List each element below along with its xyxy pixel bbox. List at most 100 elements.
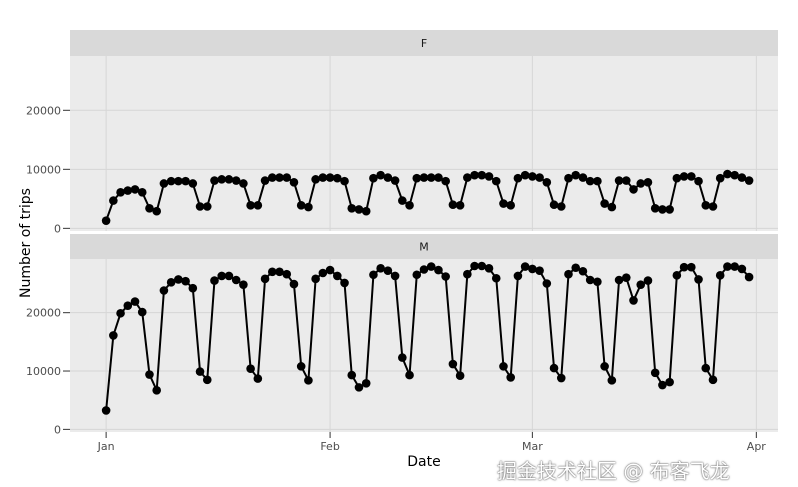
data-point	[636, 179, 646, 188]
data-point	[130, 185, 140, 194]
data-point	[585, 176, 595, 186]
data-point	[621, 273, 631, 282]
data-point	[730, 170, 739, 180]
data-point	[477, 170, 487, 180]
data-point	[123, 186, 133, 195]
data-point	[376, 264, 385, 273]
data-point	[600, 362, 609, 371]
facet-strip-label: F	[421, 37, 427, 50]
data-point	[463, 173, 472, 182]
data-point	[448, 200, 458, 210]
data-point	[260, 274, 270, 284]
data-point	[116, 188, 125, 197]
data-point	[195, 202, 205, 211]
data-point	[210, 176, 219, 185]
data-point	[556, 202, 566, 211]
data-point	[549, 200, 559, 210]
data-point	[109, 331, 118, 340]
data-point	[455, 201, 465, 210]
data-point	[383, 266, 393, 275]
data-point	[643, 276, 653, 285]
y-tick-label: 20000	[26, 104, 61, 117]
data-point	[275, 173, 284, 182]
data-point	[101, 216, 111, 225]
data-point	[383, 173, 393, 182]
data-point	[499, 362, 508, 371]
data-point	[470, 261, 479, 271]
data-point	[607, 202, 617, 212]
data-point	[311, 274, 320, 284]
data-point	[556, 373, 566, 383]
data-point	[369, 270, 378, 280]
y-tick-label: 10000	[26, 365, 61, 378]
data-point	[484, 264, 494, 273]
data-point	[564, 269, 573, 279]
data-point	[463, 269, 472, 279]
data-point	[491, 176, 501, 186]
x-tick-label: Feb	[320, 440, 339, 453]
data-point	[701, 201, 711, 210]
data-point	[188, 179, 198, 188]
data-point	[650, 203, 660, 213]
data-point	[621, 176, 631, 185]
data-point	[304, 202, 313, 212]
data-point	[715, 271, 725, 280]
data-point	[600, 199, 609, 208]
data-point	[109, 196, 118, 205]
facet-strip	[70, 30, 778, 56]
data-point	[549, 363, 559, 373]
data-point	[470, 170, 479, 180]
data-point	[484, 172, 494, 181]
facet-strip-label: M	[419, 241, 429, 254]
data-point	[723, 169, 732, 179]
data-point	[405, 201, 414, 210]
data-point	[159, 179, 169, 188]
data-point	[369, 173, 378, 183]
data-point	[708, 375, 718, 385]
data-point	[434, 173, 443, 182]
data-point	[239, 179, 248, 188]
data-point	[340, 176, 349, 186]
data-point	[542, 279, 552, 288]
data-point	[426, 262, 436, 271]
data-point	[629, 185, 638, 194]
data-point	[571, 170, 581, 180]
panel-F: F 0 10000 20000	[26, 30, 778, 235]
data-point	[174, 176, 183, 186]
data-point	[174, 275, 183, 284]
data-point	[658, 380, 667, 390]
data-point	[629, 296, 638, 305]
data-point	[340, 278, 349, 288]
data-point	[506, 373, 515, 382]
data-point	[419, 173, 429, 182]
data-point	[687, 262, 696, 272]
data-point	[723, 262, 732, 271]
x-axis-title: Date	[407, 454, 440, 470]
data-point	[744, 176, 754, 185]
data-point	[304, 376, 313, 385]
data-point	[253, 201, 263, 210]
data-point	[361, 206, 371, 216]
data-point	[325, 173, 335, 182]
y-axis-title: Number of trips	[18, 188, 34, 298]
data-point	[318, 173, 328, 182]
data-point	[737, 173, 747, 182]
data-point	[593, 176, 602, 186]
data-point	[267, 267, 277, 277]
data-point	[253, 374, 263, 383]
data-point	[506, 201, 515, 210]
data-point	[260, 176, 270, 185]
data-point	[311, 175, 320, 184]
data-point	[116, 308, 125, 318]
y-tick-label: 0	[54, 423, 61, 436]
data-point	[231, 176, 241, 185]
panel-background	[70, 56, 778, 231]
data-point	[665, 205, 674, 214]
data-point	[405, 370, 414, 380]
data-point	[195, 367, 205, 376]
data-point	[636, 280, 646, 289]
data-point	[137, 188, 147, 197]
data-point	[694, 275, 703, 284]
data-point	[354, 205, 364, 214]
data-point	[737, 264, 747, 274]
